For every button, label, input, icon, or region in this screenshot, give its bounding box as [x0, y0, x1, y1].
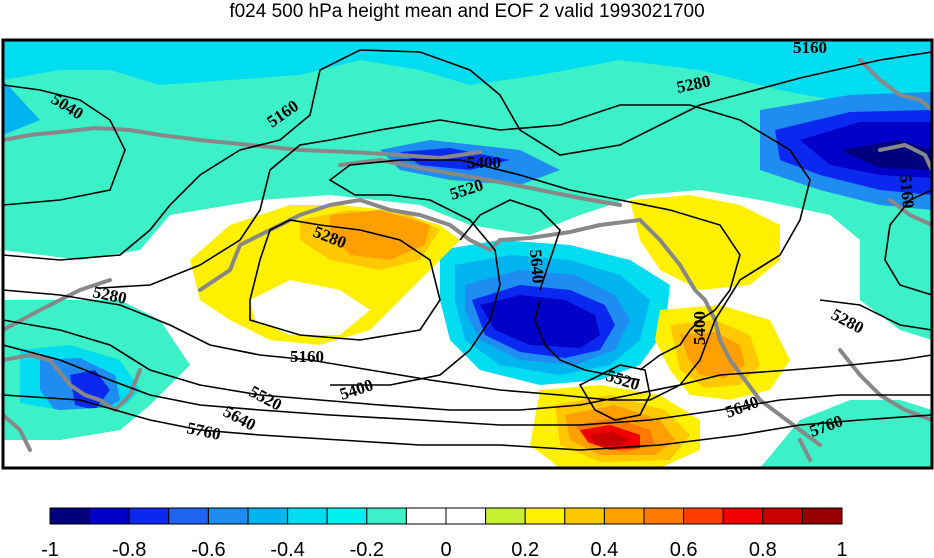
- contour-label: 5160: [793, 38, 827, 57]
- contour-label: 5160: [290, 347, 324, 366]
- colorbar-tick-label: 0.4: [590, 539, 618, 558]
- map-frame: [1, 38, 934, 470]
- colorbar-swatch: [445, 507, 487, 525]
- colorbar-tick-label: -0.6: [191, 539, 225, 558]
- colorbar-swatch: [603, 507, 645, 525]
- coastlines: [3, 58, 932, 462]
- colorbar-swatch: [564, 507, 605, 525]
- colorbar-swatch: [722, 507, 764, 525]
- contour-label: 5160: [896, 174, 918, 210]
- colorbar-swatch: [366, 507, 407, 525]
- colorbar-tick-label: -0.4: [270, 539, 304, 558]
- map-title: f024 500 hPa height mean and EOF 2 valid…: [229, 1, 705, 22]
- colorbar-swatch: [49, 507, 91, 525]
- colorbar-swatch: [683, 507, 724, 525]
- contour-label: 5400: [690, 311, 709, 345]
- colorbar-swatch: [247, 507, 289, 525]
- colorbar-swatch: [207, 507, 249, 525]
- colorbar-tick-label: 0.6: [670, 539, 698, 558]
- contour-label: 5640: [526, 249, 548, 285]
- height-contours: [3, 49, 932, 451]
- colorbar-swatch: [643, 507, 685, 525]
- colorbar-swatch: [524, 507, 566, 525]
- colorbar-swatch: [89, 507, 130, 525]
- colorbar-tick-label: 0: [440, 539, 451, 558]
- colorbar: -1 -0.8 -0.6 -0.4 -0.2 0 0.2 0.4 0.6 0.8 1: [41, 507, 848, 558]
- colorbar-tick-label: 1: [836, 539, 847, 558]
- eof-shading: [3, 40, 932, 468]
- colorbar-swatch: [405, 507, 447, 525]
- colorbar-swatch: [287, 507, 328, 525]
- colorbar-swatch: [485, 507, 526, 525]
- colorbar-swatch: [801, 507, 843, 525]
- colorbar-swatch: [762, 507, 803, 525]
- contour-label: 5400: [467, 153, 501, 172]
- colorbar-tick-label: 0.8: [749, 539, 777, 558]
- colorbar-tick-label: 0.2: [511, 539, 539, 558]
- colorbar-tick-label: -0.2: [350, 539, 384, 558]
- colorbar-swatch: [326, 507, 368, 525]
- colorbar-swatch: [168, 507, 209, 525]
- colorbar-swatch: [128, 507, 170, 525]
- colorbar-tick-label: -1: [41, 539, 59, 558]
- colorbar-tick-label: -0.8: [112, 539, 146, 558]
